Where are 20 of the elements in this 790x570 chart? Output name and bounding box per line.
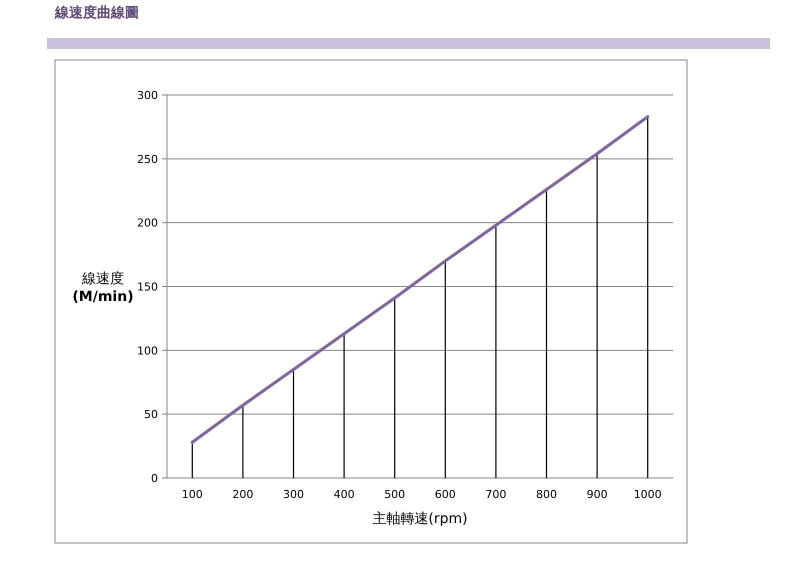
y-tick-label: 200 <box>137 216 158 230</box>
y-tick-label: 300 <box>137 89 158 102</box>
x-tick-label: 600 <box>434 488 456 501</box>
y-tick-label: 100 <box>137 344 158 358</box>
y-tick-label: 50 <box>144 408 158 422</box>
x-tick-label: 700 <box>485 488 506 501</box>
y-tick-label: 0 <box>151 472 158 485</box>
ylabel: 線速度 (M/min) <box>72 271 134 305</box>
x-tick-label: 500 <box>384 488 406 501</box>
x-tick-label: 900 <box>586 488 608 501</box>
y-tick-label: 250 <box>137 152 158 166</box>
x-tick-label: 800 <box>536 488 557 501</box>
x-tick-label: 1000 <box>634 488 662 501</box>
x-tick-label: 200 <box>232 488 254 501</box>
y-tick-label: 150 <box>137 280 158 294</box>
x-tick-label: 100 <box>182 488 203 501</box>
x-tick-label: 300 <box>283 488 304 501</box>
x-tick-label: 400 <box>334 488 355 501</box>
title: 線速度曲線圖 <box>55 5 139 21</box>
xlabel: 主軸轉速(rpm) <box>372 511 468 527</box>
